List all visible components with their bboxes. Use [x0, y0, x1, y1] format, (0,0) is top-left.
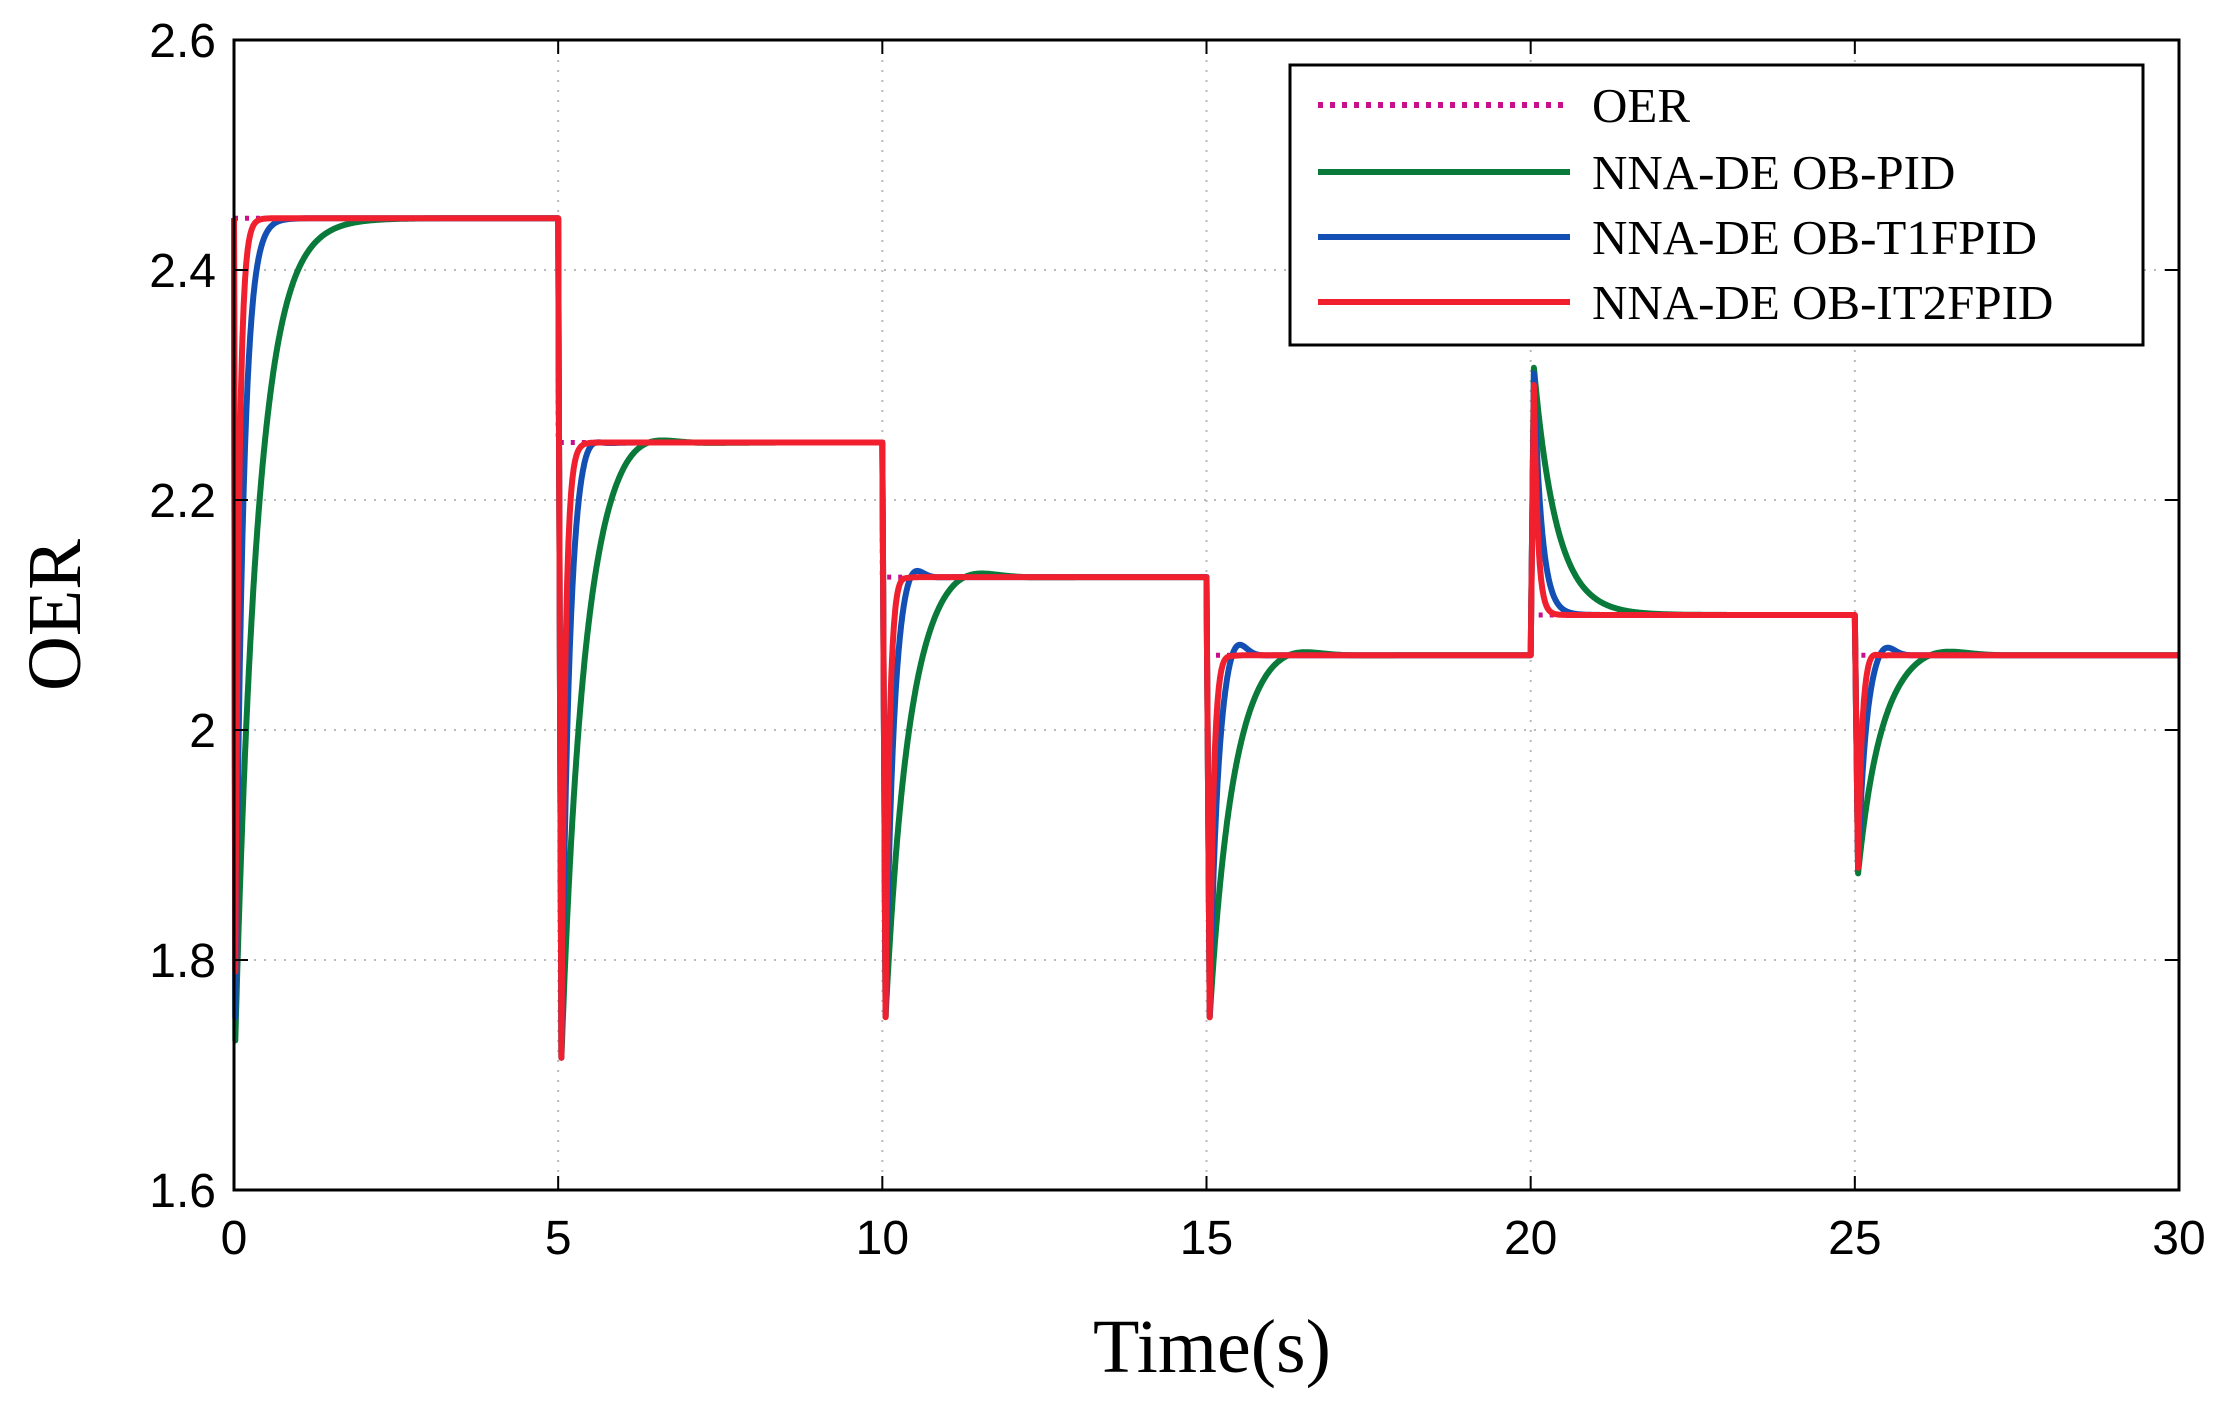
legend: OER NNA-DE OB-PID NNA-DE OB-T1FPID NNA-D…: [1288, 63, 2145, 347]
y-axis-title: OER: [13, 539, 97, 691]
legend-label-oer: OER: [1592, 78, 1690, 133]
x-tick-label: 30: [2152, 1212, 2205, 1265]
y-tick-label: 2.2: [149, 475, 216, 528]
x-tick-label: 20: [1504, 1212, 1557, 1265]
y-tick-label: 1.8: [149, 935, 216, 988]
series-lines: [231, 215, 2182, 1061]
axis-ticks: 0 5 10 15 20 25 30 1.6 1.8 2 2.2 2.4 2.6: [149, 15, 2205, 1265]
y-tick-label: 2.6: [149, 15, 216, 68]
series-line-it2fpid: [231, 215, 2182, 1061]
x-axis-title: Time(s): [1093, 1305, 1331, 1389]
y-tick-label: 1.6: [149, 1165, 216, 1218]
legend-box: [1288, 63, 2145, 347]
y-tick-label: 2: [189, 705, 216, 758]
legend-label-t1fpid: NNA-DE OB-T1FPID: [1592, 210, 2037, 265]
y-tick-label: 2.4: [149, 245, 216, 298]
x-tick-label: 15: [1180, 1212, 1233, 1265]
legend-label-pid: NNA-DE OB-PID: [1592, 145, 1955, 200]
x-tick-label: 0: [221, 1212, 248, 1265]
x-tick-label: 25: [1828, 1212, 1881, 1265]
x-tick-label: 10: [856, 1212, 909, 1265]
legend-label-it2fpid: NNA-DE OB-IT2FPID: [1592, 275, 2053, 330]
x-tick-label: 5: [545, 1212, 572, 1265]
